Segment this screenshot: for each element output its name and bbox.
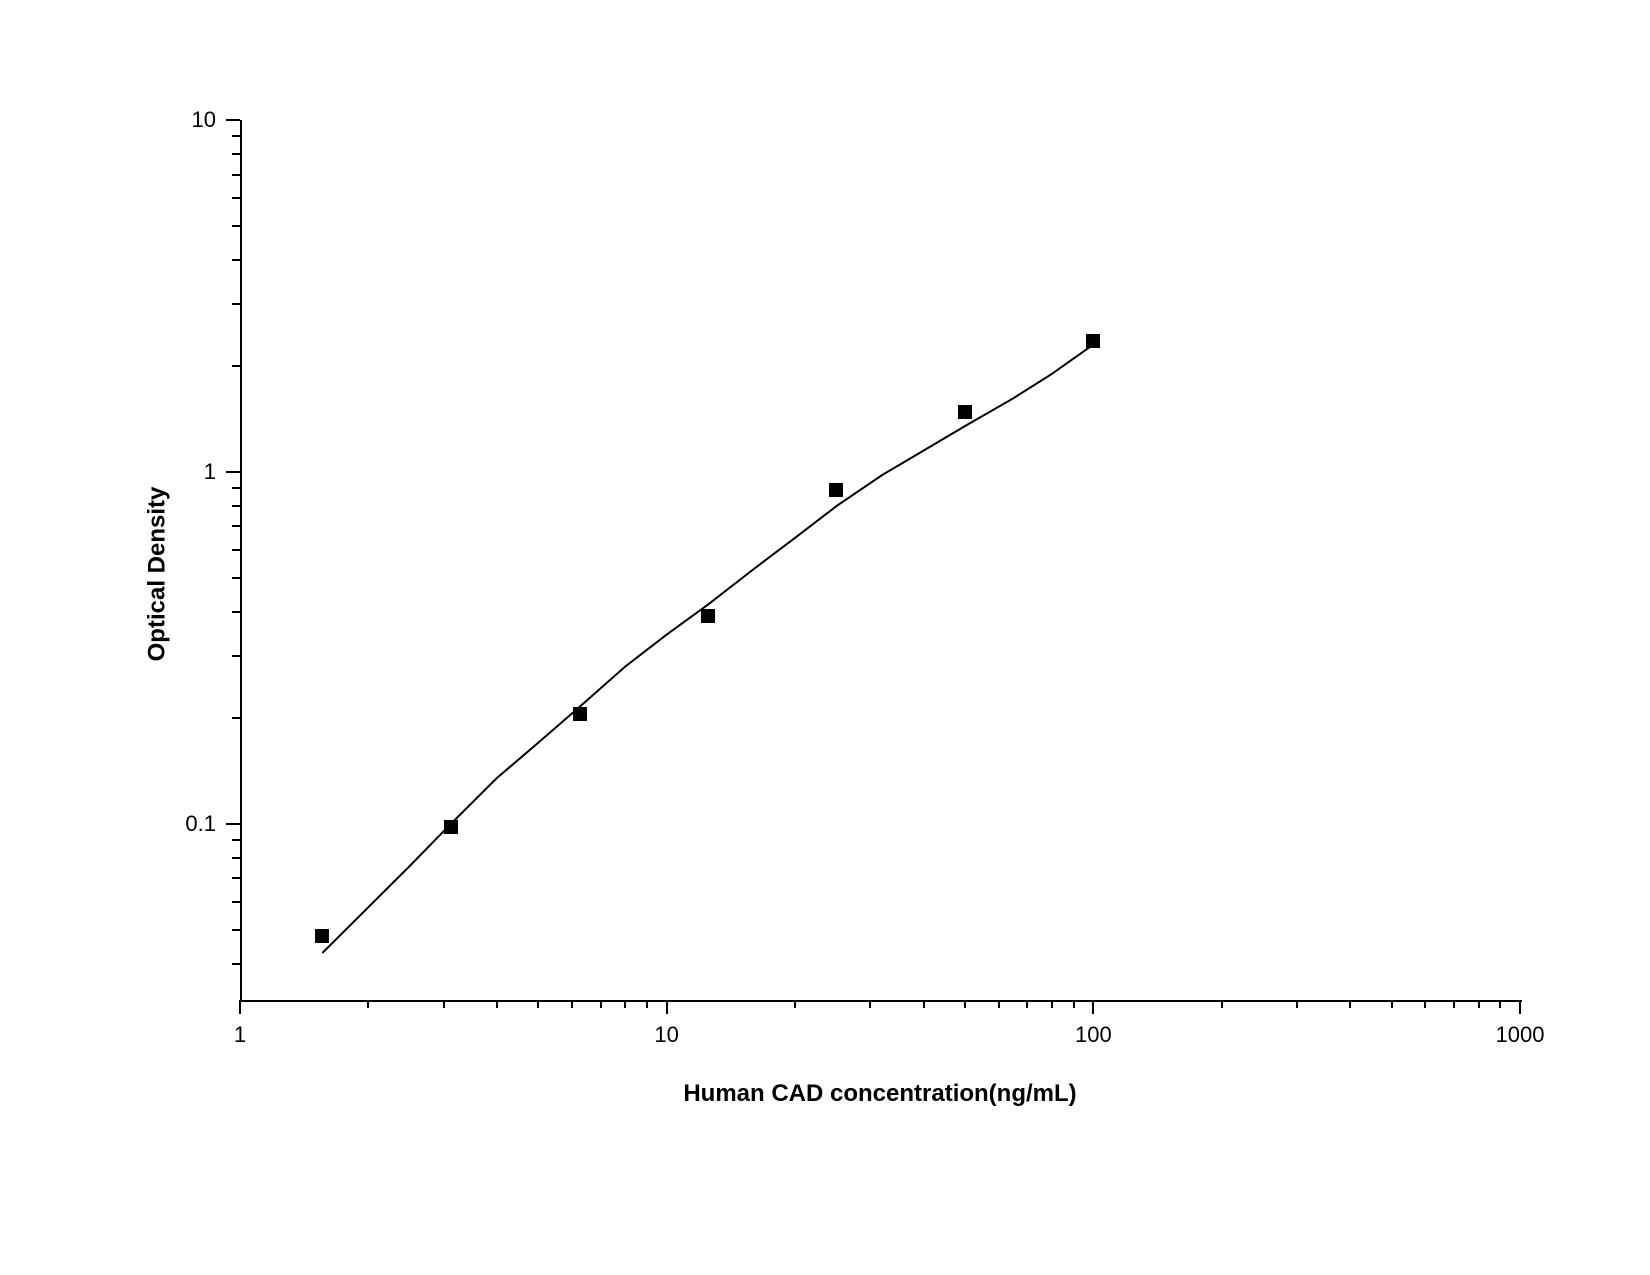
x-major-tick [239,1000,241,1014]
y-minor-tick [232,839,240,841]
y-minor-tick [232,174,240,176]
x-minor-tick [646,1000,648,1008]
x-minor-tick [1349,1000,1351,1008]
y-minor-tick [232,303,240,305]
x-minor-tick [367,1000,369,1008]
y-minor-tick [232,135,240,137]
data-point [701,609,715,623]
y-tick-label: 10 [192,107,216,133]
x-minor-tick [496,1000,498,1008]
x-minor-tick [1221,1000,1223,1008]
y-minor-tick [232,901,240,903]
x-minor-tick [1499,1000,1501,1008]
x-minor-tick [600,1000,602,1008]
y-minor-tick [232,259,240,261]
x-major-tick [1092,1000,1094,1014]
y-minor-tick [232,487,240,489]
x-minor-tick [624,1000,626,1008]
x-minor-tick [1296,1000,1298,1008]
y-minor-tick [232,611,240,613]
y-minor-tick [232,963,240,965]
y-axis-label: Optical Density [143,487,171,662]
y-minor-tick [232,929,240,931]
data-point [444,820,458,834]
x-tick-label: 100 [1063,1022,1123,1048]
x-major-tick [666,1000,668,1014]
x-tick-label: 1 [210,1022,270,1048]
y-tick-label: 1 [204,459,216,485]
y-minor-tick [232,655,240,657]
x-minor-tick [1478,1000,1480,1008]
y-minor-tick [232,505,240,507]
y-minor-tick [232,717,240,719]
x-minor-tick [964,1000,966,1008]
y-tick-label: 0.1 [185,811,216,837]
y-minor-tick [232,857,240,859]
y-major-tick [226,823,240,825]
x-minor-tick [1453,1000,1455,1008]
data-point [315,929,329,943]
data-point [1086,334,1100,348]
x-minor-tick [571,1000,573,1008]
chart-container: 1 10 100 1000 0.1 1 10 Optical Density Human C… [0,0,1650,1275]
x-minor-tick [443,1000,445,1008]
x-minor-tick [537,1000,539,1008]
x-minor-tick [869,1000,871,1008]
x-minor-tick [998,1000,1000,1008]
x-axis-label: Human CAD concentration(ng/mL) [660,1080,1100,1108]
x-tick-label: 1000 [1490,1022,1550,1048]
y-minor-tick [232,153,240,155]
y-minor-tick [232,549,240,551]
x-tick-label: 10 [637,1022,697,1048]
x-minor-tick [794,1000,796,1008]
y-minor-tick [232,877,240,879]
y-minor-tick [232,197,240,199]
y-minor-tick [232,577,240,579]
x-minor-tick [1424,1000,1426,1008]
y-major-tick [226,119,240,121]
x-minor-tick [1026,1000,1028,1008]
y-minor-tick [232,525,240,527]
y-major-tick [226,471,240,473]
x-major-tick [1519,1000,1521,1014]
x-minor-tick [1051,1000,1053,1008]
plot-area [240,120,1522,1002]
data-point [958,405,972,419]
x-minor-tick [923,1000,925,1008]
x-minor-tick [1391,1000,1393,1008]
data-point [829,483,843,497]
x-minor-tick [1073,1000,1075,1008]
y-minor-tick [232,365,240,367]
data-point [573,707,587,721]
y-minor-tick [232,225,240,227]
